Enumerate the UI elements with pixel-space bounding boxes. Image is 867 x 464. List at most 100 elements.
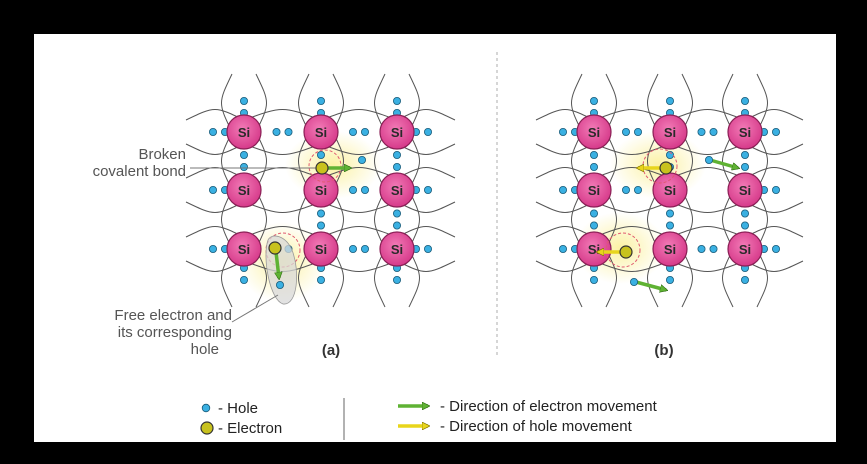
si-atom: Si: [652, 231, 688, 267]
si-atom-label: Si: [739, 242, 751, 257]
electron-arrow-b2: [635, 280, 666, 290]
hole-dot: [772, 244, 781, 253]
hole-dot: [423, 185, 432, 194]
hole-dot: [741, 150, 750, 159]
hole-dot: [741, 275, 750, 284]
bond-arc: [320, 260, 398, 272]
hole-dot: [741, 209, 750, 218]
lattice-panel-b: Si Si Si Si Si Si Si Si Si: [535, 73, 804, 308]
si-atom: Si: [576, 231, 612, 267]
si-atom-circle: [379, 231, 415, 267]
hole-dot: [634, 185, 643, 194]
si-atom: Si: [226, 172, 262, 208]
hole-dot: [697, 127, 706, 136]
hole-dot: [666, 221, 675, 230]
hole-dot: [697, 244, 706, 253]
legend-hole-icon: [201, 403, 211, 413]
hole-dot: [392, 275, 401, 284]
si-atom: Si: [576, 172, 612, 208]
hole-dot: [316, 221, 325, 230]
hole-dot: [423, 127, 432, 136]
hole-dot: [316, 150, 325, 159]
electron-b2: [619, 245, 633, 259]
hole-dot: [239, 97, 248, 106]
si-atom: Si: [652, 114, 688, 150]
broken-bond-label-2: covalent bond: [93, 163, 186, 180]
bond-arc: [320, 226, 398, 238]
si-atom-circle: [303, 114, 339, 150]
hole-dot: [348, 244, 357, 253]
bond-arc: [320, 167, 398, 179]
hole-dot: [208, 185, 217, 194]
hole-dot: [741, 162, 750, 171]
si-atom-label: Si: [664, 183, 676, 198]
hole-dot: [590, 97, 599, 106]
si-atom: Si: [727, 114, 763, 150]
hole-ring-b: [605, 232, 641, 268]
free-hole-a: [275, 280, 284, 289]
bond-arc: [243, 109, 322, 121]
si-atom: Si: [379, 114, 415, 150]
si-atom-label: Si: [391, 125, 403, 140]
si-atom-circle: [727, 114, 763, 150]
hole-dot: [316, 97, 325, 106]
panel-a-label: (a): [322, 342, 340, 359]
si-atom-label: Si: [238, 242, 250, 257]
si-atom-label: Si: [391, 183, 403, 198]
hole-dot: [239, 275, 248, 284]
si-atom-label: Si: [739, 183, 751, 198]
bond-arc: [243, 143, 322, 155]
hole-dot: [239, 162, 248, 171]
hole-dot: [590, 150, 599, 159]
electron-arrow-b1: [709, 158, 738, 168]
hole-b2: [630, 277, 639, 286]
si-atom: Si: [303, 114, 339, 150]
hole-dot: [772, 185, 781, 194]
bond-arc: [669, 260, 746, 272]
free-electron-label-3: hole: [191, 341, 219, 358]
bond-arc: [593, 226, 671, 238]
broken-bond-ring: [308, 149, 342, 183]
hole-dot: [559, 244, 568, 253]
bond-arc: [593, 201, 671, 213]
hole-dot: [208, 127, 217, 136]
hole-dot: [634, 127, 643, 136]
electron-b1: [659, 161, 673, 175]
free-electron-label-1: Free electron and: [114, 307, 232, 324]
si-atom-circle: [379, 172, 415, 208]
hole-dot: [666, 97, 675, 106]
electron-a2: [268, 241, 282, 255]
si-atom: Si: [303, 172, 339, 208]
hole-dot: [559, 127, 568, 136]
bond-arc: [593, 260, 671, 272]
hole-dot: [392, 150, 401, 159]
si-atom-circle: [226, 172, 262, 208]
hole-dot: [392, 97, 401, 106]
hole-dot: [392, 221, 401, 230]
electron-arrow-a2: [274, 251, 279, 278]
bond-arc: [243, 226, 322, 238]
free-electron-label-2: its corresponding: [118, 324, 232, 341]
si-atom: Si: [226, 114, 262, 150]
hole-dot: [741, 221, 750, 230]
hole-b1: [705, 155, 714, 164]
si-atom-circle: [576, 172, 612, 208]
bond-arc: [669, 167, 746, 179]
hole-dot: [284, 127, 293, 136]
legend-hole-text: - Hole: [218, 400, 258, 417]
si-atom-label: Si: [588, 125, 600, 140]
hole-dot: [316, 209, 325, 218]
bond-arc: [320, 201, 398, 213]
hole-dot: [741, 97, 750, 106]
hole-dot: [348, 185, 357, 194]
si-atom-label: Si: [315, 125, 327, 140]
hole-dot: [392, 209, 401, 218]
hole-dot: [392, 162, 401, 171]
hole-dot: [772, 127, 781, 136]
si-atom-label: Si: [664, 242, 676, 257]
si-atom: Si: [727, 172, 763, 208]
si-atom-label: Si: [588, 183, 600, 198]
panel-b-label: (b): [654, 342, 673, 359]
hole-dot: [316, 275, 325, 284]
